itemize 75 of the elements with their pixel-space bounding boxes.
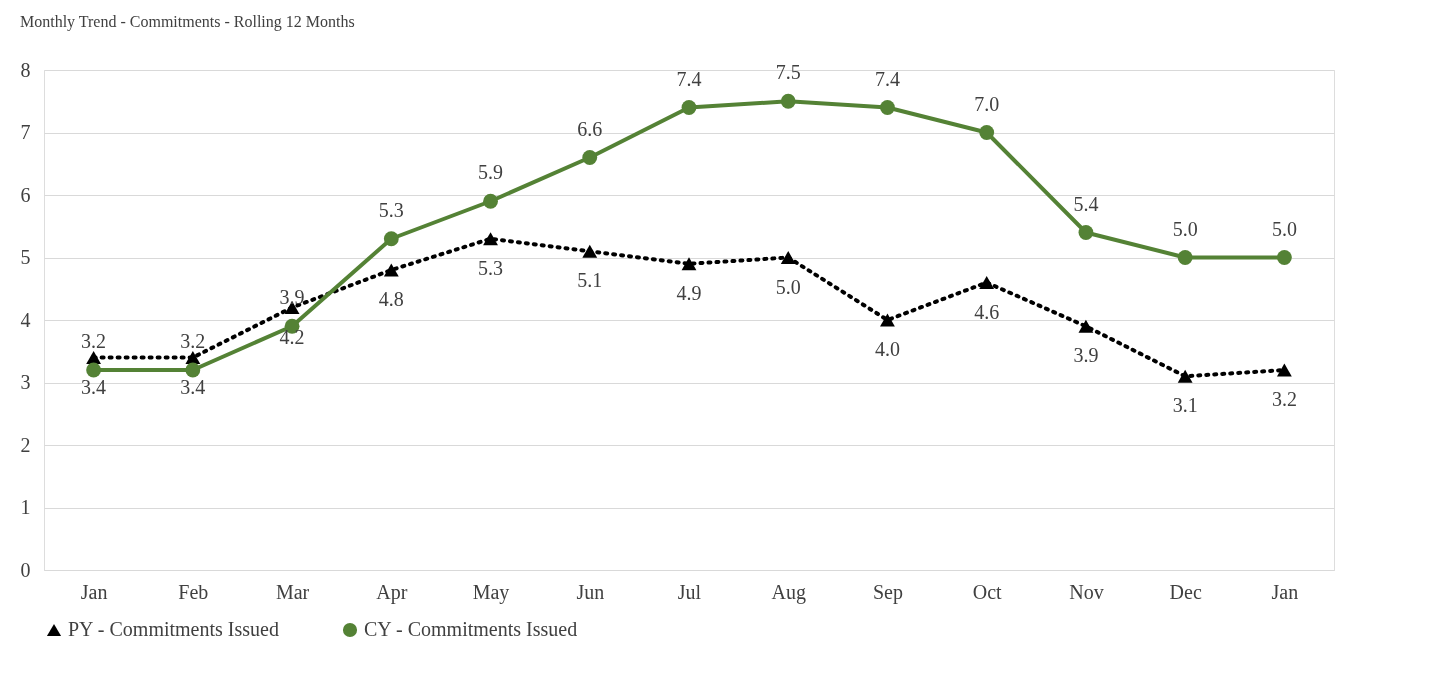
x-tick-label: Aug [771, 580, 806, 604]
x-tick-label: Mar [275, 580, 310, 603]
point [681, 257, 697, 271]
x-tick-label: Feb [178, 580, 209, 603]
x-tick-label: May [472, 580, 510, 604]
point [185, 351, 201, 364]
y-tick-label: 2 [20, 433, 31, 456]
x-tick-label: Nov [1069, 580, 1104, 603]
data-label: 4.0 [874, 338, 900, 360]
data-label: 7.5 [775, 61, 801, 84]
x-tick-label: Dec [1169, 580, 1202, 603]
legend-label: PY - Commitments Issued [68, 618, 279, 640]
x-tick-label: Jan [1271, 580, 1299, 603]
data-label: 4.2 [279, 325, 305, 348]
point [1078, 225, 1094, 240]
point [1177, 369, 1193, 383]
y-tick-label: 0 [20, 558, 31, 581]
point [1276, 363, 1292, 377]
data-label: 3.9 [279, 286, 305, 309]
chart-title: Monthly Trend - Commitments - Rolling 12 Months [20, 13, 355, 31]
data-label: 5.0 [1172, 217, 1198, 240]
x-tick-label: Jun [576, 580, 605, 603]
point [1078, 319, 1094, 333]
data-label: 5.1 [577, 269, 603, 292]
point [483, 193, 498, 209]
point [880, 100, 895, 115]
data-label: 5.3 [478, 256, 504, 279]
data-label: 5.3 [378, 198, 404, 221]
data-label: 4.8 [378, 288, 404, 310]
data-label: 3.1 [1172, 394, 1198, 417]
x-tick-label: Apr [376, 580, 408, 604]
data-label: 3.2 [180, 330, 206, 352]
point [880, 313, 895, 327]
data-label: 3.9 [1073, 344, 1099, 367]
y-tick-label: 3 [20, 371, 31, 393]
data-label: 5.0 [1271, 217, 1297, 240]
y-tick-label: 1 [20, 496, 31, 518]
data-label: 3.4 [81, 375, 107, 398]
point [582, 150, 598, 165]
x-tick-label: Oct [972, 580, 1003, 603]
legend-label: CY - Commitments Issued [364, 618, 578, 640]
y-tick-label: 8 [20, 58, 31, 81]
point [979, 276, 995, 289]
point [681, 100, 697, 115]
y-tick-label: 4 [20, 308, 31, 331]
x-tick-label: Jan [80, 580, 108, 603]
point [383, 263, 399, 277]
data-label: 5.4 [1073, 192, 1099, 215]
data-label: 3.2 [1271, 388, 1297, 410]
y-tick-label: 6 [20, 183, 31, 206]
point [185, 362, 201, 378]
data-label: 6.6 [577, 117, 603, 140]
y-tick-label: 5 [20, 246, 31, 268]
data-label: 3.2 [81, 330, 107, 352]
point [86, 351, 102, 364]
data-label: 3.4 [180, 375, 206, 398]
x-tick-label: Jul [677, 580, 702, 603]
data-label: 7.4 [676, 67, 702, 90]
data-label: 4.9 [676, 281, 702, 304]
point [582, 244, 598, 258]
point [1276, 250, 1292, 265]
data-label: 5.0 [775, 275, 801, 298]
y-tick-label: 7 [20, 121, 31, 143]
data-label: 4.6 [974, 300, 1000, 323]
point [780, 251, 796, 264]
point [483, 232, 498, 246]
point [979, 125, 995, 140]
point [86, 362, 102, 378]
point [1177, 250, 1193, 265]
data-label: 7.4 [874, 67, 900, 90]
data-label: 7.0 [974, 92, 1000, 115]
data-label: 5.9 [478, 161, 504, 184]
point [383, 231, 399, 247]
point [780, 93, 796, 109]
x-tick-label: Sep [872, 580, 903, 604]
